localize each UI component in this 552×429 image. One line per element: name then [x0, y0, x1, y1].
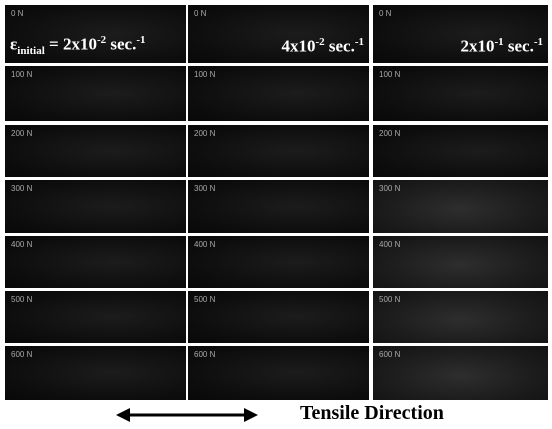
- rate-symbol: ε: [10, 34, 18, 54]
- load-label: 200 N: [379, 129, 401, 138]
- load-label: 100 N: [11, 70, 33, 79]
- image-panel: 300 N: [373, 180, 548, 233]
- load-label: 400 N: [379, 240, 401, 249]
- caption: Tensile Direction: [300, 402, 444, 424]
- load-label: 200 N: [194, 129, 216, 138]
- load-label: 300 N: [11, 184, 33, 193]
- image-panel: 100 N: [188, 66, 369, 121]
- image-panel: 0 N 4x10-2 sec.-1: [188, 5, 369, 63]
- image-panel: 600 N: [5, 346, 186, 400]
- rate-exponent: -2: [96, 33, 107, 46]
- load-label: 200 N: [11, 129, 33, 138]
- rate-unit-exponent: -1: [354, 36, 364, 49]
- rate-subscript: initial: [17, 45, 45, 57]
- rate-lead: 4x10: [281, 37, 316, 56]
- load-label: 0 N: [194, 9, 207, 18]
- image-panel: 400 N: [5, 236, 186, 288]
- image-panel: 500 N: [373, 291, 548, 343]
- rate-unit: sec.: [328, 37, 355, 56]
- image-panel: 600 N: [373, 346, 548, 400]
- image-panel: 200 N: [188, 125, 369, 177]
- rate-unit-exponent: -1: [533, 36, 543, 49]
- image-panel: 400 N: [373, 236, 548, 288]
- rate-lead: = 2x10: [49, 34, 97, 54]
- image-panel: 100 N: [5, 66, 186, 121]
- load-label: 400 N: [194, 240, 216, 249]
- load-label: 600 N: [11, 350, 33, 359]
- strain-rate: 4x10-2 sec.-1: [281, 36, 364, 57]
- load-label: 300 N: [379, 184, 401, 193]
- load-label: 500 N: [194, 295, 216, 304]
- load-label: 0 N: [11, 9, 24, 18]
- load-label: 0 N: [379, 9, 392, 18]
- load-label: 600 N: [379, 350, 401, 359]
- arrow-head: [244, 408, 258, 422]
- load-label: 500 N: [11, 295, 33, 304]
- rate-lead: 2x10: [460, 37, 495, 56]
- image-panel: 0 N εinitial = 2x10-2 sec.-1: [5, 5, 186, 63]
- load-label: 100 N: [194, 70, 216, 79]
- load-label: 600 N: [194, 350, 216, 359]
- image-panel: 500 N: [188, 291, 369, 343]
- image-panel: 400 N: [188, 236, 369, 288]
- image-panel: 300 N: [5, 180, 186, 233]
- image-panel: 200 N: [373, 125, 548, 177]
- rate-unit-exponent: -1: [136, 33, 146, 46]
- arrow-head: [116, 408, 130, 422]
- load-label: 400 N: [11, 240, 33, 249]
- image-panel: 200 N: [5, 125, 186, 177]
- rate-unit: sec.: [507, 37, 534, 56]
- image-panel: 300 N: [188, 180, 369, 233]
- image-panel: 100 N: [373, 66, 548, 121]
- load-label: 300 N: [194, 184, 216, 193]
- load-label: 100 N: [379, 70, 401, 79]
- rate-unit: sec.: [110, 34, 137, 54]
- strain-rate: εinitial = 2x10-2 sec.-1: [10, 34, 146, 57]
- image-panel: 600 N: [188, 346, 369, 400]
- rate-exponent: -1: [494, 36, 504, 49]
- load-label: 500 N: [379, 295, 401, 304]
- strain-rate: 2x10-1 sec.-1: [460, 36, 543, 57]
- rate-exponent: -2: [315, 36, 325, 49]
- image-panel: 0 N 2x10-1 sec.-1: [373, 5, 548, 63]
- image-panel: 500 N: [5, 291, 186, 343]
